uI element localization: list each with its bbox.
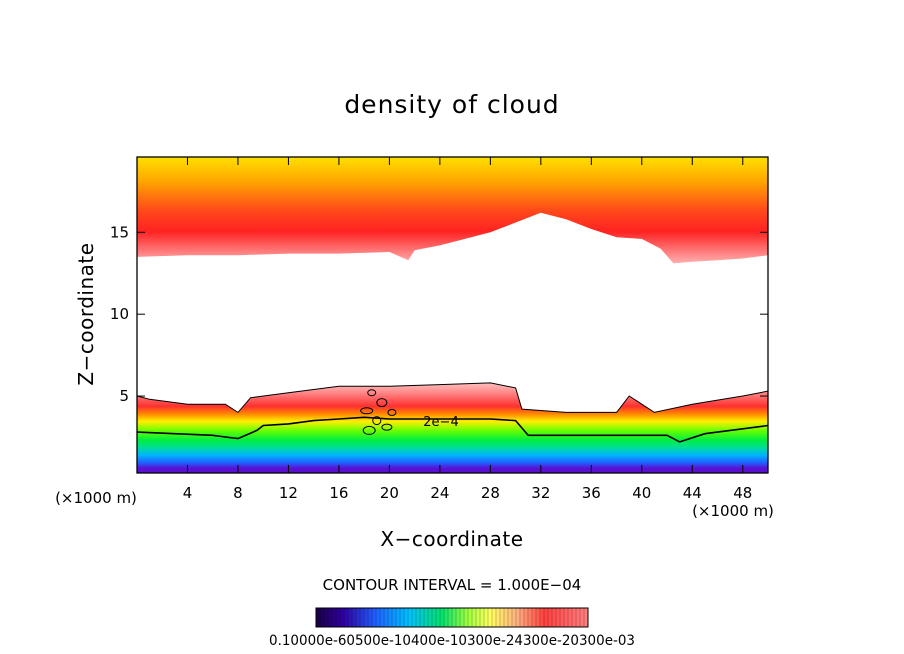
convective-contour bbox=[367, 389, 377, 397]
plot-area bbox=[137, 157, 768, 473]
chart-title: density of cloud bbox=[344, 90, 559, 119]
x-unit-label-right: (×1000 m) bbox=[692, 502, 774, 520]
contour-interval-label: CONTOUR INTERVAL = 1.000E−04 bbox=[323, 576, 582, 594]
colorbar-frame bbox=[315, 607, 589, 628]
x-tick-label: 40 bbox=[632, 484, 651, 502]
contour-label: 2e−4 bbox=[423, 415, 458, 430]
x-tick-label: 24 bbox=[430, 484, 449, 502]
x-tick-label: 4 bbox=[183, 484, 193, 502]
colorbar bbox=[316, 608, 588, 627]
x-axis-label: X−coordinate bbox=[380, 527, 523, 551]
convective-contour bbox=[360, 407, 374, 415]
x-tick-label: 16 bbox=[329, 484, 348, 502]
y-tick-label: 10 bbox=[110, 305, 129, 323]
x-tick-label: 28 bbox=[481, 484, 500, 502]
x-tick-label: 32 bbox=[531, 484, 550, 502]
contour-line-2e-4 bbox=[137, 416, 768, 443]
x-tick-label: 44 bbox=[683, 484, 702, 502]
convective-contour bbox=[381, 423, 393, 431]
convective-contours bbox=[360, 389, 397, 435]
x-tick-label: 8 bbox=[233, 484, 243, 502]
convective-contour bbox=[387, 408, 397, 416]
convective-contour bbox=[362, 425, 376, 435]
convective-contour bbox=[372, 416, 382, 426]
y-tick-label: 15 bbox=[110, 223, 129, 241]
y-tick-label: 5 bbox=[119, 387, 129, 405]
x-tick-label: 20 bbox=[380, 484, 399, 502]
lower-cloud-layer bbox=[137, 382, 768, 473]
convective-contour bbox=[376, 398, 388, 408]
colorbar-segments bbox=[319, 608, 585, 627]
upper-cloud-layer bbox=[137, 157, 768, 264]
x-axis-ticks: 4 8 12 16 20 24 28 32 36 40 44 48 bbox=[183, 157, 752, 502]
y-axis-label: Z−coordinate bbox=[74, 242, 98, 385]
x-unit-label-left: (×1000 m) bbox=[55, 489, 137, 507]
x-tick-label: 48 bbox=[733, 484, 752, 502]
plot-frame bbox=[136, 156, 769, 474]
x-tick-label: 36 bbox=[582, 484, 601, 502]
x-tick-label: 12 bbox=[279, 484, 298, 502]
colorbar-labels: 0.10000e-60500e-10400e-10300e-24300e-203… bbox=[269, 633, 635, 649]
lower-cloud-top-outline bbox=[137, 382, 768, 414]
y-axis-ticks: 5 10 15 bbox=[110, 223, 768, 405]
